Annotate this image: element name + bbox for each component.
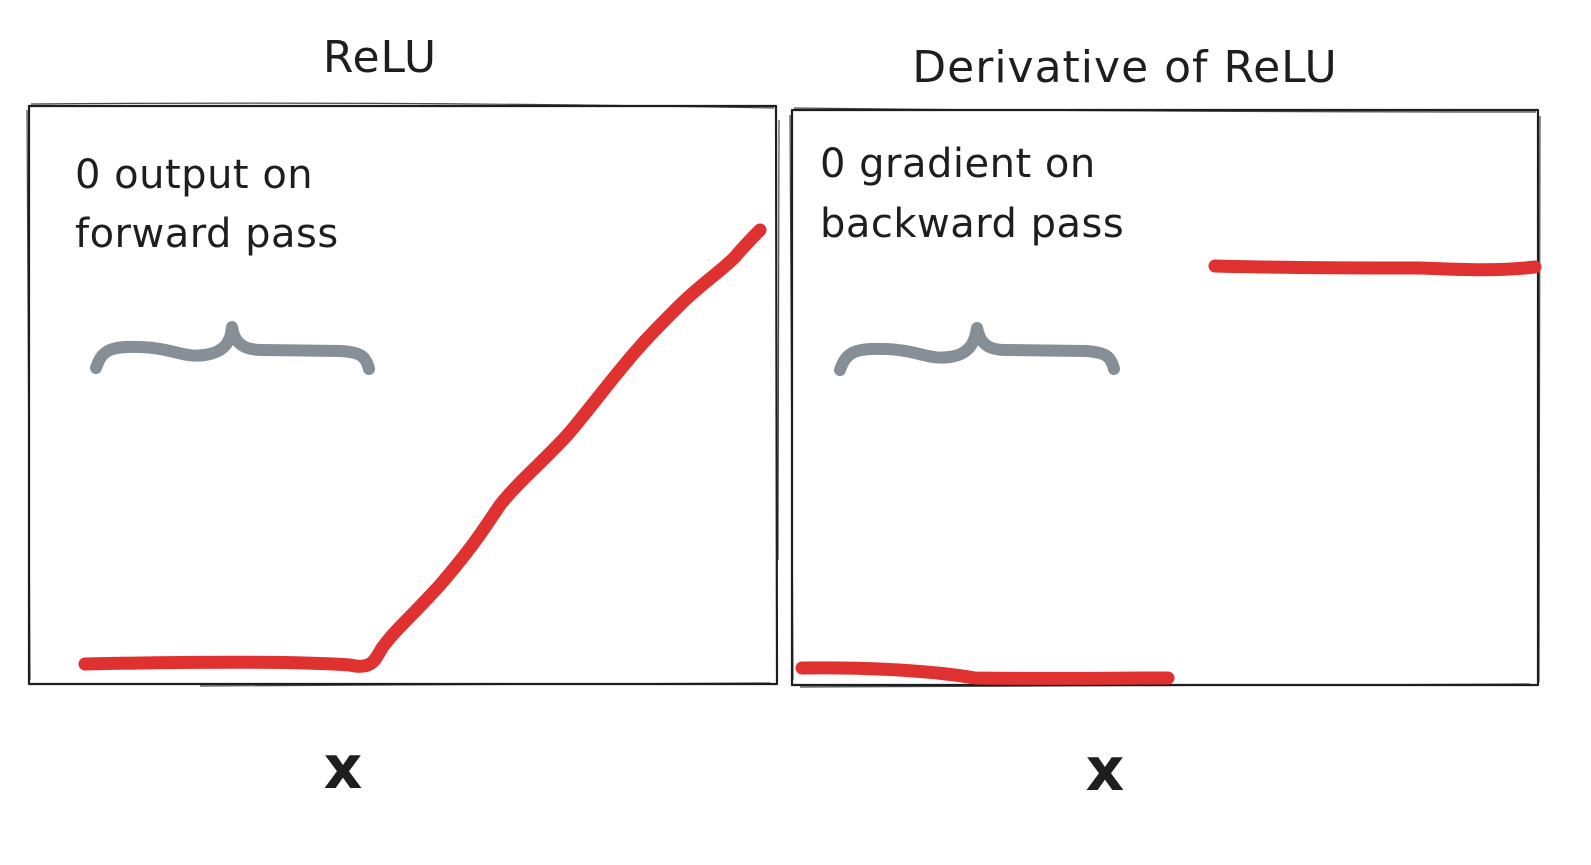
relu-annotation-line1: 0 output on xyxy=(75,152,313,198)
relu-negative-region-brace xyxy=(90,321,375,375)
derivative-panel-title: Derivative of ReLU xyxy=(912,42,1337,93)
derivative-negative-region-brace xyxy=(834,322,1120,376)
relu-panel: ReLU 0 output on forward pass x xyxy=(26,32,780,803)
relu-panel-frame xyxy=(26,102,780,687)
derivative-panel-frame xyxy=(789,107,1541,688)
relu-annotation-line2: forward pass xyxy=(75,211,339,257)
derivative-annotation-line1: 0 gradient on xyxy=(820,141,1096,187)
derivative-panel: Derivative of ReLU 0 gradient on backwar… xyxy=(789,42,1542,805)
derivative-annotation-line2: backward pass xyxy=(820,201,1124,247)
relu-panel-title: ReLU xyxy=(323,32,437,83)
derivative-zero-segment xyxy=(795,661,1175,685)
derivative-x-axis-label: x xyxy=(1086,735,1125,805)
derivative-one-segment xyxy=(1208,259,1542,277)
relu-curve xyxy=(78,223,767,673)
relu-x-axis-label: x xyxy=(324,733,363,803)
